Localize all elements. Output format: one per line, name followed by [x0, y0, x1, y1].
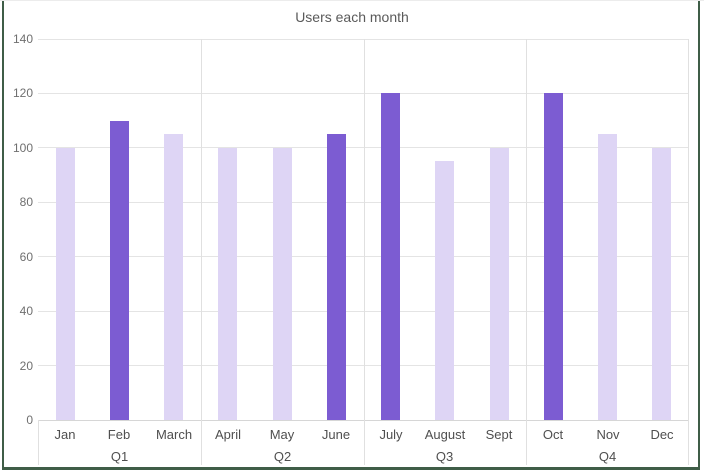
y-tick-label-20: 20: [19, 358, 33, 373]
bar-nov: [598, 134, 617, 420]
bar-june: [327, 134, 346, 420]
bar-jan: [56, 148, 75, 420]
label-area-separator: [688, 420, 689, 465]
bar-sept: [490, 148, 509, 420]
x-label-may: May: [269, 427, 295, 442]
x-axis-line: [38, 420, 689, 421]
gridline-y-80: [38, 201, 689, 203]
quarter-separator: [526, 39, 527, 420]
gridline-y-140: [38, 38, 689, 40]
x-label-nov: Nov: [596, 427, 620, 442]
bar-april: [218, 148, 237, 420]
y-tick-label-80: 80: [19, 195, 33, 210]
x-label-dec: Dec: [650, 427, 674, 442]
x-label-april: April: [214, 427, 241, 442]
y-tick-label-120: 120: [12, 86, 33, 101]
bar-july: [381, 93, 400, 420]
x-label-oct: Oct: [542, 427, 564, 442]
label-area-separator: [38, 420, 39, 465]
label-area-separator: [526, 420, 527, 465]
quarter-separator: [201, 39, 202, 420]
bar-feb: [110, 121, 129, 420]
y-tick-label-60: 60: [19, 249, 33, 264]
quarter-separator: [364, 39, 365, 420]
x-label-june: June: [321, 427, 351, 442]
group-label-q3: Q3: [435, 449, 454, 464]
gridline-y-120: [38, 92, 689, 94]
plot-right-edge-line: [688, 39, 689, 420]
group-label-q2: Q2: [273, 449, 292, 464]
bar-dec: [652, 148, 671, 420]
gridline-y-100: [38, 147, 689, 149]
y-tick-label-140: 140: [12, 32, 33, 46]
group-label-q1: Q1: [110, 449, 129, 464]
y-tick-label-40: 40: [19, 304, 33, 319]
plot-area: [38, 38, 689, 420]
gridline-y-60: [38, 256, 689, 258]
bar-august: [435, 161, 454, 420]
x-label-feb: Feb: [107, 427, 131, 442]
x-label-jan: Jan: [54, 427, 76, 442]
bar-may: [273, 148, 292, 420]
y-tick-label-100: 100: [12, 140, 33, 155]
x-label-august: August: [424, 427, 466, 442]
group-label-q4: Q4: [598, 449, 617, 464]
x-label-july: July: [379, 427, 403, 442]
gridline-y-20: [38, 365, 689, 367]
x-label-sept: Sept: [485, 427, 513, 442]
bar-oct: [544, 93, 563, 420]
label-area-separator: [364, 420, 365, 465]
gridline-y-40: [38, 310, 689, 312]
label-area-separator: [201, 420, 202, 465]
x-label-march: March: [155, 427, 193, 442]
bar-march: [164, 134, 183, 420]
y-tick-label-0: 0: [26, 413, 33, 427]
chart-title: Users each month: [295, 9, 409, 25]
